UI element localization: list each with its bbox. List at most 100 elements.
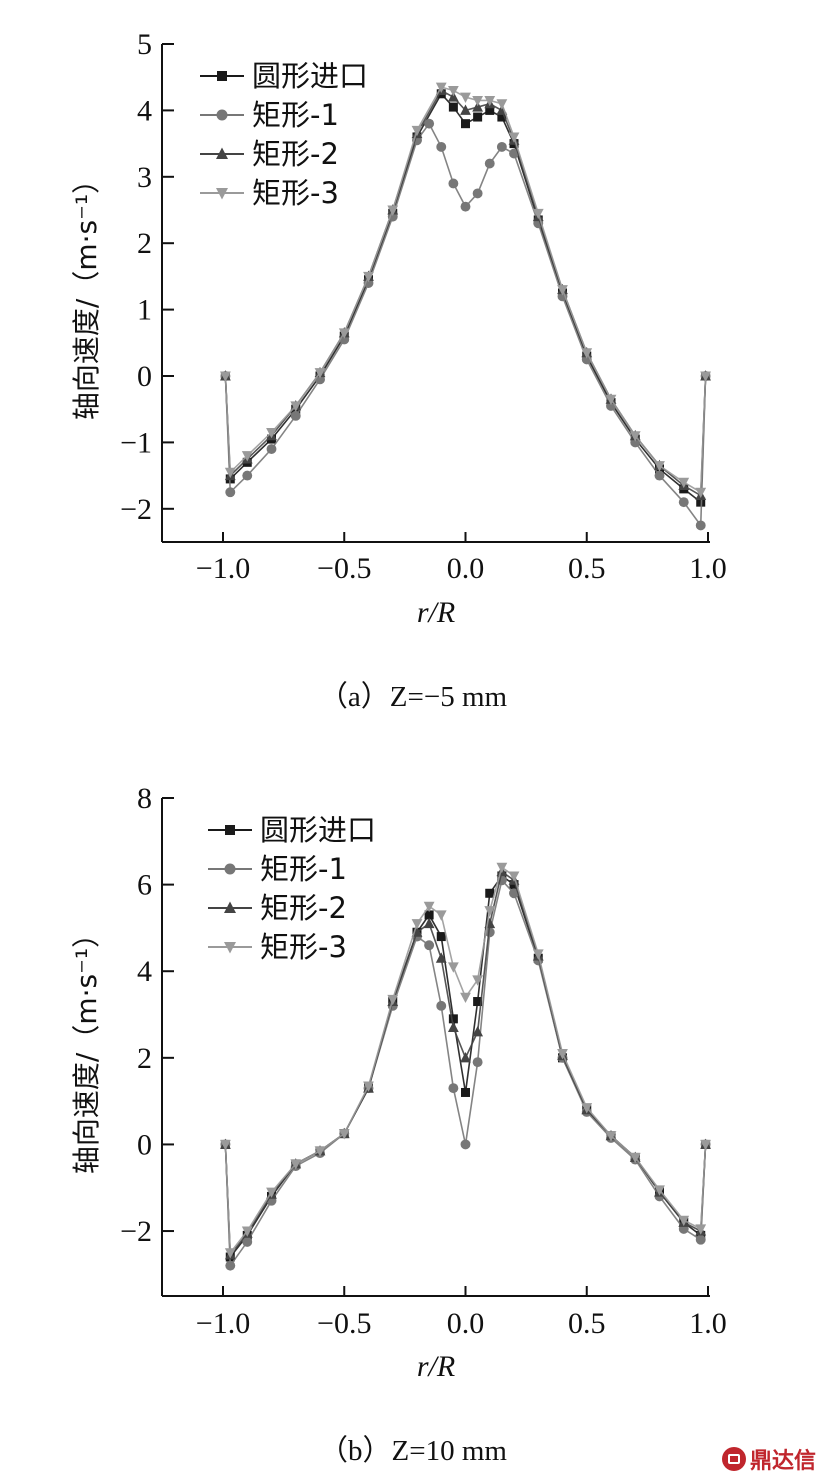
watermark-text: 鼎达信 bbox=[749, 1449, 816, 1474]
data-point bbox=[363, 271, 374, 283]
y-tick-label: 4 bbox=[137, 955, 152, 988]
x-axis-label: r/R bbox=[417, 596, 455, 629]
legend-entry: 矩形-2 bbox=[252, 137, 339, 171]
x-tick-label: −1.0 bbox=[196, 552, 250, 585]
data-point bbox=[460, 992, 471, 1004]
y-axis-label: 轴向速度/（m·s⁻¹） bbox=[70, 166, 103, 420]
legend-entry: 矩形-1 bbox=[252, 98, 339, 132]
data-point bbox=[435, 910, 447, 921]
data-point bbox=[473, 112, 483, 122]
data-point bbox=[581, 1103, 593, 1114]
data-point bbox=[290, 1159, 302, 1170]
legend-marker bbox=[216, 109, 228, 121]
data-point bbox=[314, 1146, 326, 1157]
y-tick-label: 3 bbox=[137, 161, 152, 194]
data-point bbox=[605, 394, 617, 406]
data-point bbox=[485, 888, 495, 898]
legend-marker bbox=[225, 825, 235, 835]
data-point bbox=[220, 371, 231, 382]
legend-marker bbox=[224, 901, 236, 913]
x-tick-label: −1.0 bbox=[196, 1307, 250, 1340]
data-point bbox=[496, 862, 508, 874]
data-point bbox=[473, 997, 483, 1007]
data-point bbox=[448, 1083, 459, 1094]
series-4 bbox=[220, 82, 711, 499]
data-point bbox=[557, 285, 568, 296]
data-point bbox=[266, 444, 277, 454]
x-tick-label: 0.5 bbox=[568, 552, 606, 585]
data-point bbox=[472, 1025, 484, 1037]
data-point bbox=[338, 328, 350, 339]
data-point bbox=[225, 1260, 236, 1271]
legend-entry: 圆形进口 bbox=[252, 59, 368, 93]
data-point bbox=[448, 1014, 458, 1024]
data-point bbox=[700, 1139, 711, 1151]
data-point bbox=[436, 1000, 447, 1011]
legend-marker bbox=[216, 147, 228, 159]
y-axis-label: 轴向速度/（m·s⁻¹） bbox=[70, 920, 103, 1174]
data-point bbox=[241, 451, 253, 462]
data-point bbox=[436, 932, 446, 942]
data-point bbox=[447, 962, 459, 973]
y-tick-label: 0 bbox=[137, 360, 152, 393]
data-point bbox=[225, 487, 236, 498]
data-point bbox=[224, 1248, 236, 1259]
series-line bbox=[224, 86, 707, 494]
data-point bbox=[484, 927, 495, 938]
data-point bbox=[509, 148, 519, 159]
y-tick-label: −2 bbox=[120, 493, 152, 526]
data-point bbox=[532, 949, 544, 960]
data-point bbox=[220, 1139, 231, 1151]
data-point bbox=[700, 371, 711, 382]
legend-entry: 矩形-3 bbox=[260, 930, 347, 964]
watermark-logo-icon bbox=[721, 1447, 746, 1471]
data-point bbox=[581, 348, 593, 359]
data-point bbox=[472, 95, 484, 107]
data-point bbox=[423, 901, 435, 913]
data-point bbox=[436, 141, 447, 152]
series-4 bbox=[220, 862, 711, 1259]
data-point bbox=[532, 208, 544, 220]
data-point bbox=[314, 368, 326, 379]
y-tick-label: 2 bbox=[137, 1042, 152, 1075]
data-point bbox=[497, 112, 507, 122]
data-point bbox=[472, 101, 484, 112]
x-tick-label: 0.5 bbox=[568, 1307, 606, 1340]
data-point bbox=[241, 1226, 253, 1237]
x-axis-label: r/R bbox=[417, 1350, 455, 1383]
data-point bbox=[424, 118, 435, 129]
y-tick-label: 6 bbox=[137, 869, 152, 902]
data-point bbox=[496, 141, 507, 152]
watermark: 鼎达信 bbox=[721, 1443, 816, 1475]
y-tick-label: 1 bbox=[137, 294, 152, 327]
data-point bbox=[460, 201, 471, 212]
data-point bbox=[460, 92, 471, 103]
data-point bbox=[435, 952, 447, 963]
data-point bbox=[411, 919, 423, 930]
data-point bbox=[461, 1087, 470, 1097]
x-tick-label: 0.0 bbox=[447, 1307, 485, 1340]
legend-marker bbox=[217, 71, 227, 81]
data-point bbox=[605, 1131, 617, 1142]
data-point bbox=[472, 1057, 483, 1068]
y-tick-label: 5 bbox=[137, 28, 152, 61]
data-point bbox=[508, 871, 520, 882]
data-point bbox=[447, 85, 459, 97]
data-point bbox=[678, 1215, 690, 1227]
data-point bbox=[557, 1048, 568, 1060]
x-tick-label: 1.0 bbox=[689, 552, 727, 585]
data-point bbox=[654, 1185, 665, 1196]
figure-caption: （b）Z=10 mm bbox=[319, 1435, 507, 1467]
legend-entry: 圆形进口 bbox=[260, 813, 376, 847]
data-point bbox=[423, 917, 435, 929]
data-point bbox=[224, 467, 236, 479]
data-point bbox=[484, 906, 496, 917]
x-tick-label: −0.5 bbox=[317, 1307, 371, 1340]
data-point bbox=[654, 470, 665, 481]
data-point bbox=[242, 1236, 253, 1247]
data-point bbox=[448, 178, 459, 189]
data-point bbox=[435, 82, 447, 94]
data-point bbox=[447, 91, 459, 102]
